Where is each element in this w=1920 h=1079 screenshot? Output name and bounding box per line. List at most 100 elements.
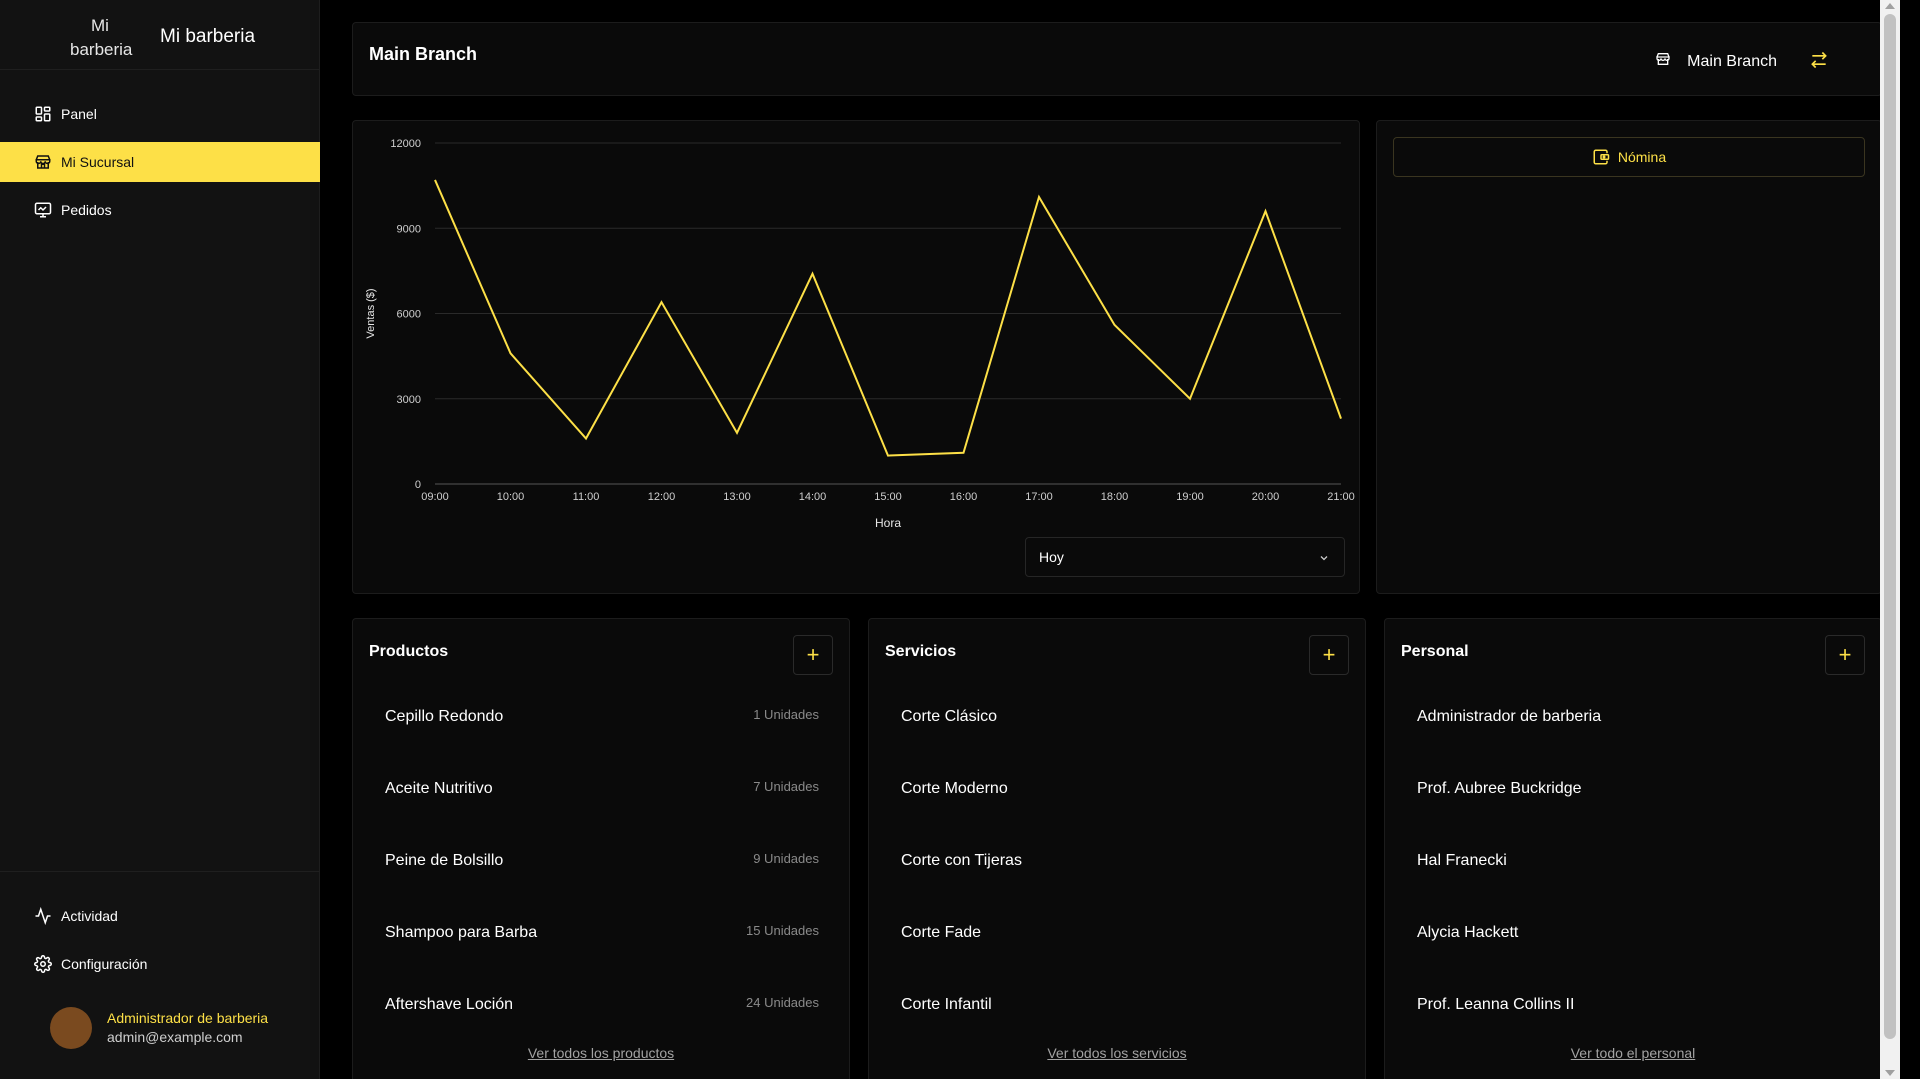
- scroll-down-arrow-icon[interactable]: [1885, 1070, 1895, 1076]
- list-item[interactable]: Aftershave Loción 24 Unidades: [369, 969, 835, 1041]
- staff-title: Personal: [1401, 643, 1469, 660]
- add-product-button[interactable]: +: [793, 635, 833, 675]
- activity-icon: [33, 906, 53, 926]
- list-item[interactable]: Alycia Hackett: [1401, 897, 1867, 969]
- sidebar-item-label: Panel: [61, 106, 97, 122]
- sales-chart-card: 0 3000 6000 9000 12000 09:00 10:00 11:00 12:00 13…: [352, 120, 1360, 594]
- sales-chart: 0 3000 6000 9000 12000 09:00 10:00 11:00 12:00 13…: [365, 138, 1355, 530]
- product-qty: 24 Unidades: [746, 995, 819, 1010]
- store-icon: [1655, 51, 1671, 72]
- sidebar-item-panel[interactable]: Panel: [0, 94, 320, 134]
- branch-selector[interactable]: Main Branch: [1655, 51, 1777, 72]
- orders-icon: [33, 200, 53, 220]
- products-list: Cepillo Redondo 1 Unidades Aceite Nutriti…: [369, 681, 835, 1041]
- product-name: Cepillo Redondo: [385, 708, 504, 725]
- x-tick-label: 16:00: [950, 491, 978, 503]
- sidebar-item-label: Actividad: [61, 908, 118, 924]
- list-item[interactable]: Corte Fade: [885, 897, 1351, 969]
- series-line: [434, 179, 1342, 457]
- product-name: Peine de Bolsillo: [385, 852, 504, 869]
- list-item[interactable]: Prof. Leanna Collins II: [1401, 969, 1867, 1041]
- sidebar: Mi barberia Mi barberia Panel Mi Sucursa…: [0, 0, 320, 1079]
- brand-name: Mi barberia: [160, 26, 256, 47]
- scrollbar[interactable]: [1880, 0, 1900, 1079]
- x-tick-label: 20:00: [1252, 491, 1280, 503]
- product-name: Shampoo para Barba: [385, 924, 538, 941]
- x-tick-label: 19:00: [1176, 491, 1204, 503]
- products-title: Productos: [369, 643, 449, 660]
- period-select-value: Hoy: [1039, 549, 1064, 565]
- user-profile[interactable]: Administrador de barberia admin@example.…: [50, 1007, 268, 1049]
- swap-branch-icon[interactable]: [1809, 50, 1829, 70]
- list-item[interactable]: Shampoo para Barba 15 Unidades: [369, 897, 835, 969]
- user-email: admin@example.com: [107, 1029, 243, 1045]
- product-qty: 7 Unidades: [753, 779, 819, 794]
- wallet-icon: [1592, 148, 1610, 166]
- service-name: Corte con Tijeras: [901, 852, 1022, 869]
- y-tick-label: 9000: [397, 223, 421, 235]
- product-name: Aceite Nutritivo: [385, 780, 493, 797]
- x-tick-label: 17:00: [1025, 491, 1053, 503]
- services-title: Servicios: [885, 643, 957, 660]
- services-list: Corte Clásico Corte Moderno Corte con Ti…: [885, 681, 1351, 1041]
- list-item[interactable]: Peine de Bolsillo 9 Unidades: [369, 825, 835, 897]
- add-service-button[interactable]: +: [1309, 635, 1349, 675]
- y-tick-label: 0: [415, 479, 421, 491]
- x-tick-label: 14:00: [799, 491, 827, 503]
- chevron-down-icon: [1318, 551, 1330, 567]
- product-qty: 9 Unidades: [753, 851, 819, 866]
- list-item[interactable]: Corte con Tijeras: [885, 825, 1351, 897]
- sidebar-item-actividad[interactable]: Actividad: [0, 896, 320, 936]
- gear-icon: [33, 954, 53, 974]
- x-axis-label: Hora: [875, 516, 901, 530]
- view-all-staff-link[interactable]: Ver todo el personal: [1570, 1045, 1696, 1061]
- service-name: Corte Fade: [901, 924, 982, 941]
- sidebar-item-label: Configuración: [61, 956, 148, 972]
- dashboard-icon: [33, 104, 53, 124]
- sidebar-item-mi-sucursal[interactable]: Mi Sucursal: [0, 142, 320, 182]
- plus-icon: +: [1322, 642, 1336, 667]
- scrollbar-thumb[interactable]: [1884, 14, 1896, 1039]
- period-select[interactable]: Hoy: [1025, 537, 1345, 577]
- view-all-services-link[interactable]: Ver todos los servicios: [1047, 1045, 1187, 1061]
- x-tick-label: 15:00: [874, 491, 902, 503]
- list-item[interactable]: Prof. Aubree Buckridge: [1401, 753, 1867, 825]
- products-card: Productos + Cepillo Redondo 1 Unidades Ac…: [352, 618, 850, 1079]
- brand: Mi barberia Mi barberia: [0, 0, 319, 70]
- x-tick-label: 13:00: [723, 491, 751, 503]
- list-item[interactable]: Aceite Nutritivo 7 Unidades: [369, 753, 835, 825]
- list-item[interactable]: Corte Clásico: [885, 681, 1351, 753]
- list-item[interactable]: Hal Franecki: [1401, 825, 1867, 897]
- main-content: Main Branch Main Branch 0 3000 6000 9000 120…: [320, 0, 1900, 1079]
- service-name: Corte Clásico: [901, 708, 998, 725]
- payroll-button[interactable]: Nómina: [1393, 137, 1865, 177]
- plus-icon: +: [1838, 642, 1852, 667]
- sidebar-item-configuracion[interactable]: Configuración: [0, 944, 320, 984]
- payroll-label: Nómina: [1617, 149, 1667, 165]
- scroll-up-arrow-icon[interactable]: [1885, 3, 1895, 9]
- x-tick-label: 21:00: [1327, 491, 1355, 503]
- product-name: Aftershave Loción: [385, 996, 514, 1013]
- services-card: Servicios + Corte Clásico Corte Moderno …: [868, 618, 1366, 1079]
- add-staff-button[interactable]: +: [1825, 635, 1865, 675]
- payroll-card: Nómina: [1376, 120, 1882, 594]
- sidebar-item-pedidos[interactable]: Pedidos: [0, 190, 320, 230]
- staff-name: Alycia Hackett: [1417, 924, 1519, 941]
- user-name: Administrador de barberia: [107, 1010, 269, 1026]
- x-tick-label: 09:00: [421, 491, 449, 503]
- list-item[interactable]: Cepillo Redondo 1 Unidades: [369, 681, 835, 753]
- y-axis-label: Ventas ($): [365, 288, 377, 338]
- view-all-products-link[interactable]: Ver todos los productos: [527, 1045, 675, 1061]
- y-tick-label: 12000: [390, 138, 421, 150]
- staff-list: Administrador de barberia Prof. Aubree B…: [1401, 681, 1867, 1041]
- branch-label: Main Branch: [1687, 52, 1777, 70]
- staff-name: Administrador de barberia: [1417, 708, 1602, 725]
- staff-name: Hal Franecki: [1417, 852, 1507, 869]
- service-name: Corte Infantil: [901, 996, 992, 1013]
- list-item[interactable]: Administrador de barberia: [1401, 681, 1867, 753]
- list-item[interactable]: Corte Moderno: [885, 753, 1351, 825]
- service-name: Corte Moderno: [901, 780, 1008, 797]
- page-title: Main Branch: [369, 44, 478, 64]
- brand-logo: Mi barberia: [70, 16, 133, 59]
- list-item[interactable]: Corte Infantil: [885, 969, 1351, 1041]
